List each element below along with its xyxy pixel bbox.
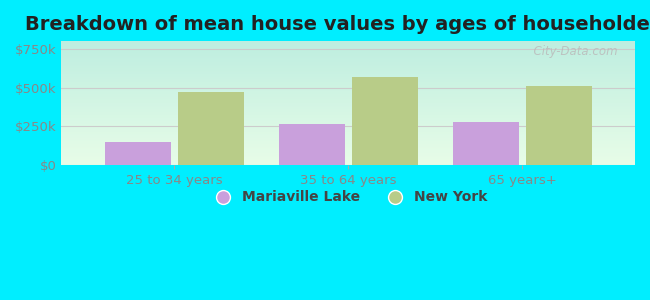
Bar: [352, 77, 418, 165]
Bar: [452, 122, 519, 165]
Bar: [525, 86, 592, 165]
Legend: Mariaville Lake, New York: Mariaville Lake, New York: [203, 185, 493, 210]
Bar: [105, 142, 171, 165]
Bar: [279, 124, 345, 165]
Text: City-Data.com: City-Data.com: [526, 45, 618, 58]
Title: Breakdown of mean house values by ages of householders: Breakdown of mean house values by ages o…: [25, 15, 650, 34]
Bar: [178, 92, 244, 165]
